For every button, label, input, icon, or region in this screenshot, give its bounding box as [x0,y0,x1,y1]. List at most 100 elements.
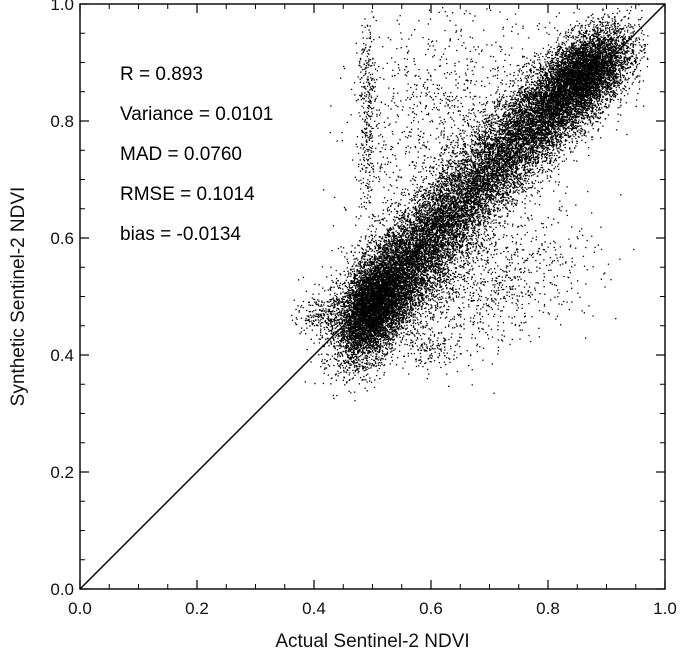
scatter-point [398,279,400,281]
scatter-point [375,357,377,359]
scatter-point [381,265,383,268]
scatter-point [352,282,354,284]
scatter-point [390,266,393,268]
scatter-point [347,297,350,299]
scatter-point [381,291,384,293]
scatter-point [370,346,372,348]
scatter-point [391,249,393,251]
scatter-point [378,338,381,340]
scatter-point [306,349,308,351]
scatter-point [397,309,399,311]
scatter-point [378,314,380,317]
scatter-point [330,342,332,344]
scatter-point [351,291,354,293]
scatter-point [353,312,356,314]
scatter-point [374,267,376,270]
scatter-point [366,362,368,364]
scatter-point [311,322,313,324]
scatter-point [352,311,354,314]
scatter-point [383,255,385,257]
scatter-point [330,343,332,345]
scatter-point [370,265,373,267]
scatter-point [391,330,393,332]
scatter-point [366,297,368,299]
scatter-point [381,335,383,337]
scatter-point [384,264,386,266]
scatter-point [361,379,363,381]
scatter-point [392,334,394,336]
scatter-point [354,291,356,293]
scatter-point [350,343,352,345]
scatter-point [358,331,360,334]
scatter-point [344,285,346,287]
scatter-point [329,329,331,332]
scatter-point [402,298,404,300]
scatter-point [400,248,402,250]
scatter-point [380,253,382,255]
scatter-point [378,332,380,335]
scatter-point [354,329,356,331]
scatter-point [353,301,355,303]
scatter-point [384,354,387,356]
scatter-point [354,300,356,302]
scatter-point [379,298,381,300]
scatter-point [365,321,367,323]
scatter-point [373,263,375,265]
scatter-point [377,344,379,347]
scatter-point [349,329,351,331]
scatter-point [365,340,368,342]
scatter-point [384,358,387,361]
scatter-point [337,375,339,377]
scatter-point [350,309,353,312]
scatter-point [353,340,356,342]
scatter-point [404,280,406,282]
scatter-point [358,324,360,326]
scatter-point [337,333,339,335]
scatter-point [357,308,359,310]
scatter-point [410,287,412,290]
scatter-point [343,377,345,379]
scatter-point [371,286,373,288]
scatter-point [360,293,363,295]
scatter-point [381,349,383,351]
scatter-point [385,324,387,327]
scatter-point [367,268,369,270]
scatter-point [403,335,405,337]
scatter-point [350,251,352,253]
scatter-point [375,314,377,316]
scatter-point [363,292,365,294]
scatter-point [355,292,358,295]
scatter-point [411,297,414,299]
scatter-point [387,264,389,266]
scatter-point [382,328,384,330]
scatter-point [384,316,386,318]
scatter-point [362,293,364,295]
scatter-point [389,327,392,329]
scatter-point [386,334,388,336]
scatter-point [343,329,346,331]
scatter-point [360,310,362,312]
scatter-point [415,295,417,297]
scatter-point [413,313,415,315]
scatter-point [379,316,382,319]
scatter-point [361,326,363,328]
scatter-point [360,287,362,289]
scatter-point [353,350,355,352]
scatter-point [393,216,395,218]
scatter-point [364,276,367,279]
scatter-point [405,320,407,322]
scatter-point [331,325,334,327]
scatter-point [335,300,337,302]
scatter-point [369,332,371,334]
scatter-point [337,247,339,250]
scatter-point [352,361,354,363]
scatter-point [402,269,404,272]
scatter-point [348,367,350,369]
scatter-point [327,337,329,339]
scatter-point [355,314,357,316]
scatter-point [339,365,341,367]
scatter-point [388,338,390,340]
scatter-point [328,345,330,347]
scatter-point [410,264,412,266]
scatter-point [356,347,358,350]
